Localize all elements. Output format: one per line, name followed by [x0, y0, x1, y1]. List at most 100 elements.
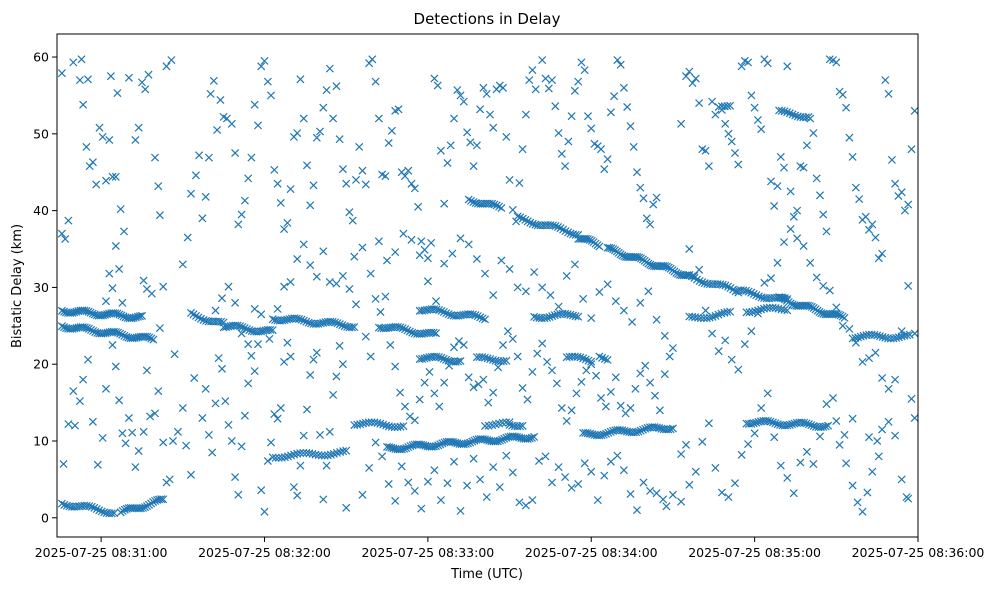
- data-point: [704, 162, 713, 171]
- data-point: [788, 420, 797, 429]
- data-point: [444, 310, 453, 319]
- data-point: [422, 353, 431, 362]
- data-point: [299, 431, 308, 440]
- data-point: [60, 500, 69, 509]
- data-point: [128, 428, 137, 437]
- data-point: [570, 86, 579, 95]
- data-point: [513, 352, 522, 361]
- data-point: [800, 418, 809, 427]
- data-point: [650, 391, 660, 400]
- data-point: [111, 241, 120, 251]
- data-point: [570, 260, 579, 269]
- data-point: [159, 495, 168, 504]
- data-point: [696, 314, 705, 323]
- data-point: [874, 452, 883, 461]
- data-point: [463, 481, 472, 490]
- data-point: [677, 119, 686, 128]
- data-point: [562, 416, 571, 426]
- data-point: [479, 83, 488, 92]
- data-point: [910, 413, 919, 423]
- data-point: [435, 402, 444, 411]
- data-point: [376, 419, 385, 428]
- data-point: [777, 106, 786, 115]
- data-point: [874, 254, 883, 263]
- data-point: [518, 214, 527, 223]
- data-point: [381, 172, 390, 181]
- data-point: [763, 59, 772, 68]
- data-point: [788, 110, 797, 119]
- data-point: [585, 235, 594, 244]
- data-point: [111, 172, 120, 181]
- data-point: [619, 83, 628, 92]
- data-point: [77, 55, 86, 64]
- data-point: [804, 420, 813, 429]
- data-point: [410, 416, 419, 425]
- data-point: [280, 453, 289, 462]
- data-point: [891, 375, 900, 384]
- data-point: [265, 334, 274, 343]
- data-point: [513, 212, 522, 221]
- data-point: [115, 310, 124, 319]
- data-point: [660, 370, 669, 379]
- data-point: [677, 497, 686, 506]
- data-point: [316, 319, 325, 328]
- data-point: [198, 413, 207, 423]
- data-point: [436, 440, 445, 449]
- data-point: [263, 456, 272, 466]
- data-point: [770, 201, 779, 211]
- data-point: [97, 507, 106, 516]
- data-point: [515, 498, 524, 507]
- data-point: [822, 227, 831, 236]
- data-point: [842, 103, 851, 112]
- data-point: [244, 174, 253, 183]
- data-point: [603, 155, 612, 164]
- data-point: [101, 176, 111, 185]
- data-point: [442, 355, 451, 364]
- data-point: [878, 425, 887, 434]
- data-point: [290, 450, 299, 459]
- data-point: [705, 313, 714, 322]
- data-point: [495, 436, 505, 445]
- data-point: [904, 200, 913, 209]
- data-point: [681, 440, 691, 449]
- data-point: [224, 420, 233, 429]
- data-point: [490, 200, 499, 209]
- data-point: [268, 315, 277, 324]
- data-point: [173, 427, 182, 436]
- data-point: [150, 409, 160, 418]
- data-point: [562, 271, 571, 280]
- data-point: [105, 269, 114, 278]
- data-point: [183, 233, 192, 242]
- data-point: [550, 311, 559, 320]
- data-point: [146, 412, 155, 421]
- y-tick-label: 10: [33, 434, 49, 449]
- data-point: [139, 276, 148, 285]
- data-point: [753, 115, 762, 125]
- data-point: [364, 418, 373, 427]
- data-point: [116, 329, 125, 338]
- data-point: [92, 504, 101, 514]
- data-point: [396, 422, 405, 431]
- data-point: [543, 357, 552, 366]
- data-point: [312, 348, 321, 357]
- data-point: [244, 340, 253, 349]
- data-point: [468, 437, 477, 446]
- data-point: [338, 321, 347, 330]
- data-point: [242, 325, 252, 334]
- data-point: [741, 286, 751, 295]
- data-point: [595, 242, 604, 251]
- data-point: [567, 112, 576, 121]
- data-point: [108, 172, 117, 181]
- data-point: [115, 264, 124, 274]
- data-point: [646, 378, 655, 387]
- data-point: [750, 429, 759, 438]
- data-point: [783, 306, 792, 315]
- data-point: [88, 309, 97, 318]
- data-point: [449, 343, 459, 352]
- data-point: [478, 314, 487, 323]
- data-point: [141, 85, 150, 94]
- data-point: [59, 459, 68, 469]
- data-point: [456, 506, 465, 515]
- data-point: [371, 438, 380, 447]
- data-point: [150, 153, 160, 162]
